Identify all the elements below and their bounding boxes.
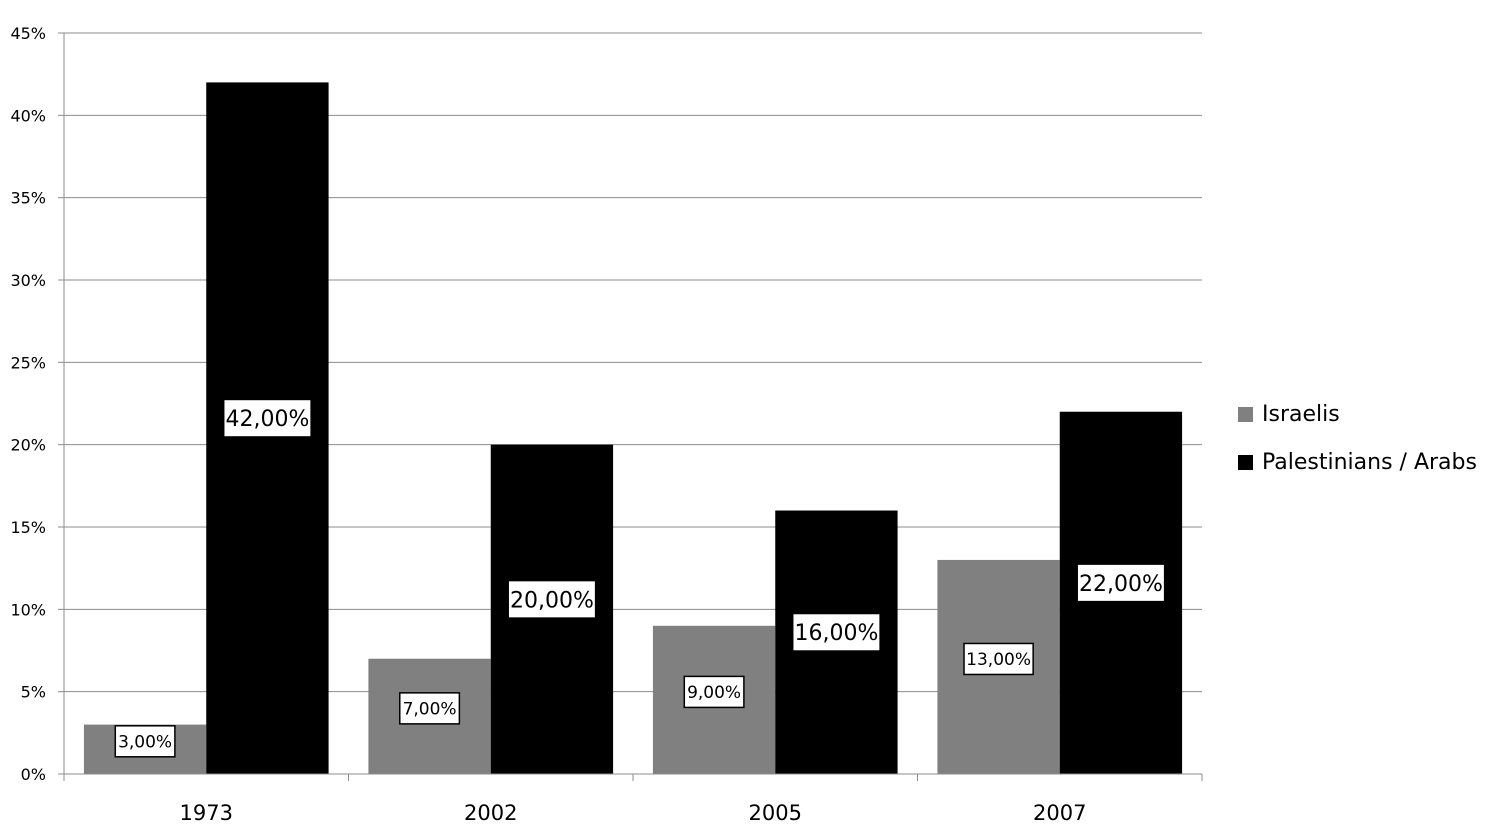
legend-swatch-palestinians-arabs bbox=[1238, 454, 1253, 470]
data-label: 20,00% bbox=[510, 588, 594, 613]
data-label-box bbox=[793, 614, 880, 651]
x-tick-label: 2005 bbox=[749, 801, 802, 825]
y-tick-label: 20% bbox=[10, 436, 46, 455]
x-tick-label: 2002 bbox=[464, 801, 517, 825]
legend-swatch-israelis bbox=[1238, 406, 1253, 422]
data-label: 9,00% bbox=[687, 683, 741, 703]
data-label: 3,00% bbox=[118, 732, 172, 752]
data-label-box bbox=[508, 581, 595, 618]
y-tick-label: 35% bbox=[10, 189, 46, 208]
data-label-box bbox=[224, 400, 311, 437]
y-tick-label: 30% bbox=[10, 271, 46, 290]
data-label-box bbox=[1077, 564, 1164, 601]
data-label: 7,00% bbox=[403, 699, 457, 719]
y-tick-label: 25% bbox=[10, 353, 46, 372]
legend-label-israelis: Israelis bbox=[1262, 401, 1340, 427]
data-label-box bbox=[683, 675, 745, 709]
x-axis-tick-labels: 1973 2002 2005 2007 bbox=[180, 801, 1087, 825]
data-label-box bbox=[963, 642, 1034, 676]
legend-item-palestinians-arabs: Palestinians / Arabs bbox=[1238, 438, 1477, 486]
data-label: 22,00% bbox=[1079, 572, 1163, 597]
x-tick-label: 2007 bbox=[1033, 801, 1086, 825]
axes bbox=[58, 32, 1203, 781]
y-tick-label: 15% bbox=[10, 518, 46, 537]
y-axis-tick-labels: 0% 5% 10% 15% 20% 25% 30% 35% 40% 45% bbox=[10, 24, 46, 784]
y-tick-label: 5% bbox=[21, 683, 46, 702]
data-label: 13,00% bbox=[966, 650, 1031, 670]
data-labels: 3,00% 42,00% 7,00% 20,00% 9,00% 16,00% 13,00% 2… bbox=[114, 400, 1164, 758]
data-label: 16,00% bbox=[794, 621, 878, 646]
legend: Israelis Palestinians / Arabs bbox=[1238, 390, 1477, 486]
data-label-box bbox=[114, 725, 176, 758]
y-tick-label: 0% bbox=[21, 765, 46, 784]
x-tick-label: 1973 bbox=[180, 801, 233, 825]
y-tick-label: 40% bbox=[10, 106, 46, 125]
legend-item-israelis: Israelis bbox=[1238, 390, 1477, 438]
y-tick-label: 45% bbox=[10, 24, 46, 43]
data-label: 42,00% bbox=[225, 407, 309, 432]
y-tick-label: 10% bbox=[10, 600, 46, 619]
data-label-box bbox=[399, 692, 461, 725]
legend-label-palestinians-arabs: Palestinians / Arabs bbox=[1262, 449, 1477, 475]
